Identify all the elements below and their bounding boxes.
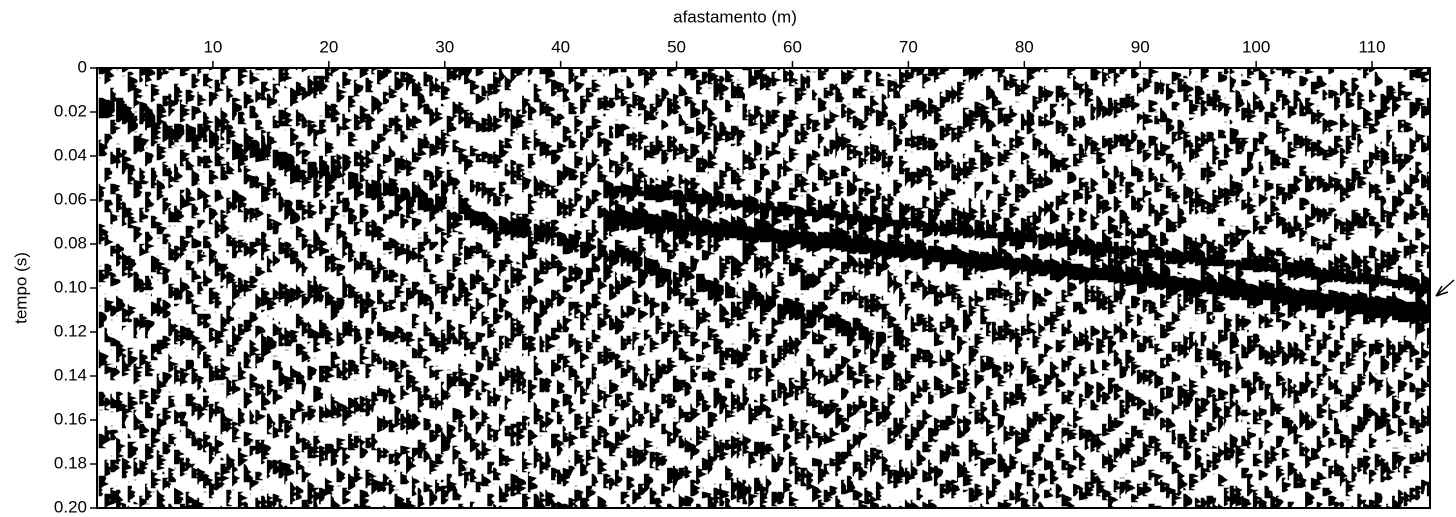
y-tick-label: 0.16 (54, 409, 87, 428)
y-tick-label: 0.06 (54, 189, 87, 208)
arrow (1435, 279, 1455, 297)
y-tick-label: 0 (78, 57, 87, 76)
wiggle-traces (98, 68, 1430, 508)
y-tick-label: 0.08 (54, 233, 87, 252)
x-tick-label: 90 (1131, 37, 1150, 56)
x-tick-label: 60 (783, 37, 802, 56)
y-tick-label: 0.20 (54, 497, 87, 516)
y-axis-title: tempo (s) (11, 252, 30, 324)
x-tick-label: 40 (551, 37, 570, 56)
x-tick-label: 50 (667, 37, 686, 56)
x-tick-label: 20 (319, 37, 338, 56)
y-tick-label: 0.10 (54, 277, 87, 296)
x-tick-label: 30 (435, 37, 454, 56)
y-tick-label: 0.04 (54, 145, 87, 164)
x-tick-label: 80 (1015, 37, 1034, 56)
x-tick-label: 10 (203, 37, 222, 56)
x-tick-label: 70 (899, 37, 918, 56)
y-tick-label: 0.18 (54, 453, 87, 472)
x-axis-title: afastamento (m) (673, 7, 797, 26)
y-tick-label: 0.14 (54, 365, 87, 384)
x-tick-label: 110 (1358, 37, 1385, 56)
y-tick-label: 0.12 (54, 321, 87, 340)
x-tick-label: 100 (1242, 37, 1270, 56)
trace-area (98, 68, 1430, 508)
y-tick-label: 0.02 (54, 101, 87, 120)
